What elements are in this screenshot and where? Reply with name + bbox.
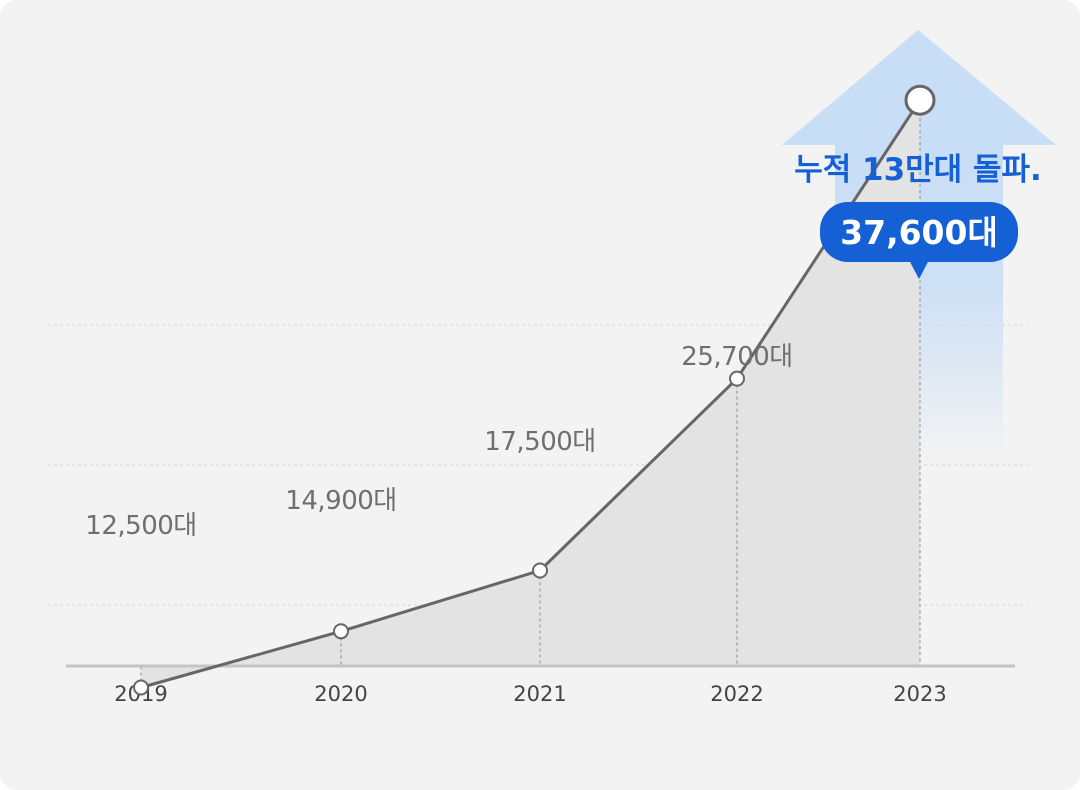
tick-label-2023: 2023 (893, 682, 946, 706)
headline-text: 누적 13만대 돌파. (794, 152, 1042, 188)
data-point-2021 (532, 562, 548, 579)
data-label-2019: 12,500대 (85, 511, 196, 541)
callout-value: 37,600대 (840, 213, 998, 252)
data-label-2020: 14,900대 (285, 486, 396, 516)
value-callout: 37,600대 (820, 202, 1018, 279)
data-labels: 12,500대 14,900대 17,500대 25,700대 (85, 342, 793, 541)
tick-label-2022: 2022 (710, 682, 763, 706)
callout-bubble (820, 202, 1018, 262)
tick-label-2020: 2020 (314, 682, 367, 706)
area-fill (141, 100, 920, 688)
callout-pointer (909, 260, 929, 279)
data-point-2020 (333, 623, 349, 640)
data-point-2022 (729, 370, 745, 387)
drop-lines (140, 100, 921, 688)
data-label-2022: 25,700대 (681, 342, 792, 372)
x-axis-ticks: 20192020202120222023 (114, 682, 946, 706)
data-point-2019 (133, 679, 149, 696)
data-point-2023 (904, 84, 936, 116)
data-label-2021: 17,500대 (484, 427, 595, 457)
data-points (133, 84, 936, 696)
tick-label-2021: 2021 (513, 682, 566, 706)
